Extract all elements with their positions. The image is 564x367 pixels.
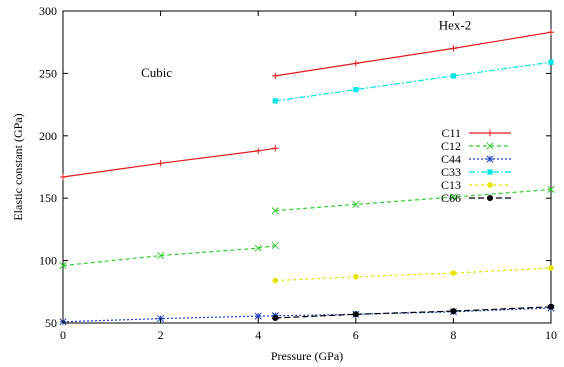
data-point [272, 72, 279, 80]
annotation-cubic: Cubic [141, 65, 172, 80]
series-c11 [59, 29, 555, 181]
series-line [275, 31, 552, 77]
legend-item-c11: C11 [441, 126, 511, 140]
legend-marker [487, 182, 493, 188]
data-point [254, 244, 262, 252]
series-c66 [272, 303, 554, 322]
data-point [271, 242, 279, 250]
data-point [352, 311, 359, 318]
y-tick-label: 150 [39, 191, 57, 205]
data-point [450, 308, 457, 315]
data-point [450, 270, 457, 276]
y-tick-label: 300 [39, 4, 57, 18]
data-point [353, 87, 359, 93]
data-point [547, 185, 555, 194]
x-tick-label: 10 [545, 328, 557, 342]
legend-label: C44 [441, 152, 461, 166]
data-point [548, 265, 554, 271]
data-point [353, 274, 359, 280]
x-tick-label: 2 [158, 328, 164, 342]
x-axis-label: Pressure (GPa) [271, 349, 343, 363]
data-point [547, 29, 555, 36]
y-tick-label: 50 [45, 316, 57, 330]
series-c12 [59, 185, 555, 270]
data-point [272, 315, 279, 322]
series-c13 [272, 265, 554, 284]
data-point [59, 173, 67, 181]
x-tick-label: 8 [450, 328, 456, 342]
legend-label: C33 [441, 165, 461, 179]
series-line [275, 306, 552, 319]
axis-ticks: 0 2 4 6 8 10 50 100 150 200 250 300 [39, 4, 557, 342]
legend-label: C66 [441, 191, 461, 205]
data-point [271, 207, 279, 215]
plot-frame [62, 10, 552, 324]
legend-marker [486, 129, 494, 137]
legend-label: C11 [441, 126, 461, 140]
data-point [255, 147, 262, 154]
series-c33 [272, 59, 554, 104]
y-tick-label: 200 [39, 129, 57, 143]
data-point [272, 98, 278, 104]
data-point [272, 277, 279, 284]
legend-marker [487, 169, 493, 175]
y-axis-label: Elastic constant (GPa) [11, 113, 25, 220]
series-line [62, 315, 276, 323]
x-tick-label: 4 [255, 328, 261, 342]
legend-label: C12 [441, 139, 461, 153]
data-point [157, 252, 165, 260]
data-point [548, 303, 554, 310]
x-tick-label: 0 [60, 328, 66, 342]
x-tick-label: 6 [353, 328, 359, 342]
data-point [59, 262, 67, 270]
legend-label: C13 [441, 178, 461, 192]
series-layer [59, 29, 555, 326]
legend-item-c13: C13 [441, 178, 511, 192]
data-point [352, 200, 360, 208]
legend-item-c44: C44 [441, 152, 511, 166]
plot-border [62, 10, 552, 324]
series-line [62, 147, 276, 178]
data-point [449, 193, 457, 201]
legend-item-c12: C12 [441, 139, 511, 153]
y-tick-label: 100 [39, 254, 57, 268]
series-line [275, 188, 552, 212]
series-line [275, 61, 552, 102]
series-line [62, 245, 276, 267]
data-point [352, 60, 359, 67]
legend-marker [487, 195, 493, 201]
series-line [275, 267, 552, 282]
annotation-hex-2: Hex-2 [439, 18, 472, 33]
legend-marker [486, 155, 494, 163]
legend-marker [486, 142, 494, 150]
data-point [157, 160, 164, 167]
data-point [450, 73, 456, 79]
data-point [272, 145, 279, 152]
series-c44 [59, 304, 555, 326]
legend-item-c66: C66 [441, 191, 511, 205]
data-point [548, 59, 554, 65]
y-tick-label: 250 [39, 66, 57, 80]
data-point [450, 45, 457, 52]
legend-item-c33: C33 [441, 165, 511, 179]
